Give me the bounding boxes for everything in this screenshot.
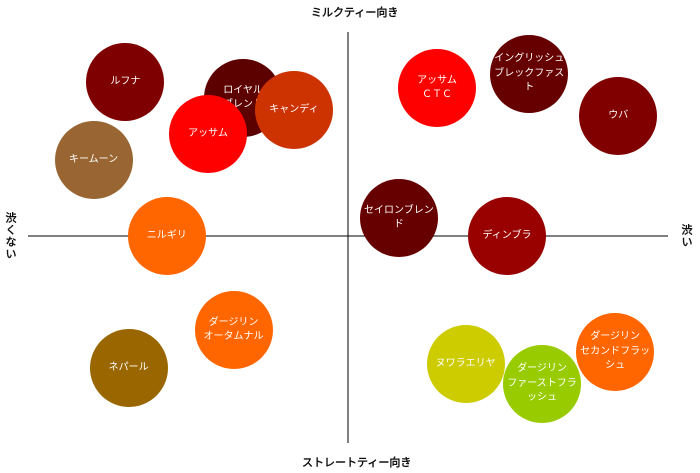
- axis-label-bottom: ストレートティー向き: [302, 456, 412, 469]
- tea-label: キャンディ: [269, 103, 319, 115]
- axis-label-right: 渋い: [680, 224, 693, 248]
- tea-bubble: ニルギリ: [127, 197, 206, 275]
- axis-label-left: 渋くない: [4, 212, 17, 260]
- tea-label: ロイヤル ブレンド: [223, 84, 264, 111]
- tea-bubble: ルフナ: [86, 43, 165, 121]
- tea-bubble: ディンブラ: [468, 197, 546, 275]
- tea-label: アッサム ＣＴＣ: [417, 74, 457, 101]
- tea-bubble: イングリッシュ ブレックファスト: [490, 35, 569, 113]
- tea-label: ウバ: [608, 109, 629, 121]
- tea-bubble: アッサム ＣＴＣ: [398, 49, 477, 127]
- axis-label-top: ミルクティー向き: [311, 6, 399, 19]
- tea-label: ネパール: [108, 361, 149, 373]
- tea-bubble: アッサム: [169, 95, 248, 173]
- tea-label: ダージリン セカンドフラッシュ: [580, 331, 651, 372]
- tea-bubble: キームーン: [54, 121, 133, 199]
- tea-bubble: キャンディ: [254, 71, 333, 149]
- tea-label: ヌワラエリヤ: [435, 357, 496, 369]
- tea-bubble: ダージリン オータムナル: [194, 291, 273, 369]
- tea-label: ダージリン ファーストフラッシュ: [507, 363, 577, 404]
- tea-bubble: ダージリン ファーストフラッシュ: [502, 345, 581, 423]
- tea-bubble: ウバ: [579, 77, 658, 155]
- tea-bubble: ダージリン セカンドフラッシュ: [576, 313, 655, 391]
- tea-bubble: セイロンブレンド: [359, 179, 438, 257]
- tea-label: ニルギリ: [146, 229, 187, 241]
- tea-label: ディンブラ: [482, 229, 532, 241]
- tea-label: キームーン: [68, 153, 119, 165]
- tea-label: ルフナ: [110, 75, 141, 87]
- tea-label: ダージリン オータムナル: [203, 316, 264, 343]
- tea-label: セイロンブレンド: [364, 204, 434, 231]
- tea-bubble: ネパール: [89, 329, 168, 407]
- tea-label: アッサム: [188, 127, 228, 139]
- tea-label: イングリッシュ ブレックファスト: [494, 53, 565, 94]
- tea-bubble: ヌワラエリヤ: [426, 325, 505, 403]
